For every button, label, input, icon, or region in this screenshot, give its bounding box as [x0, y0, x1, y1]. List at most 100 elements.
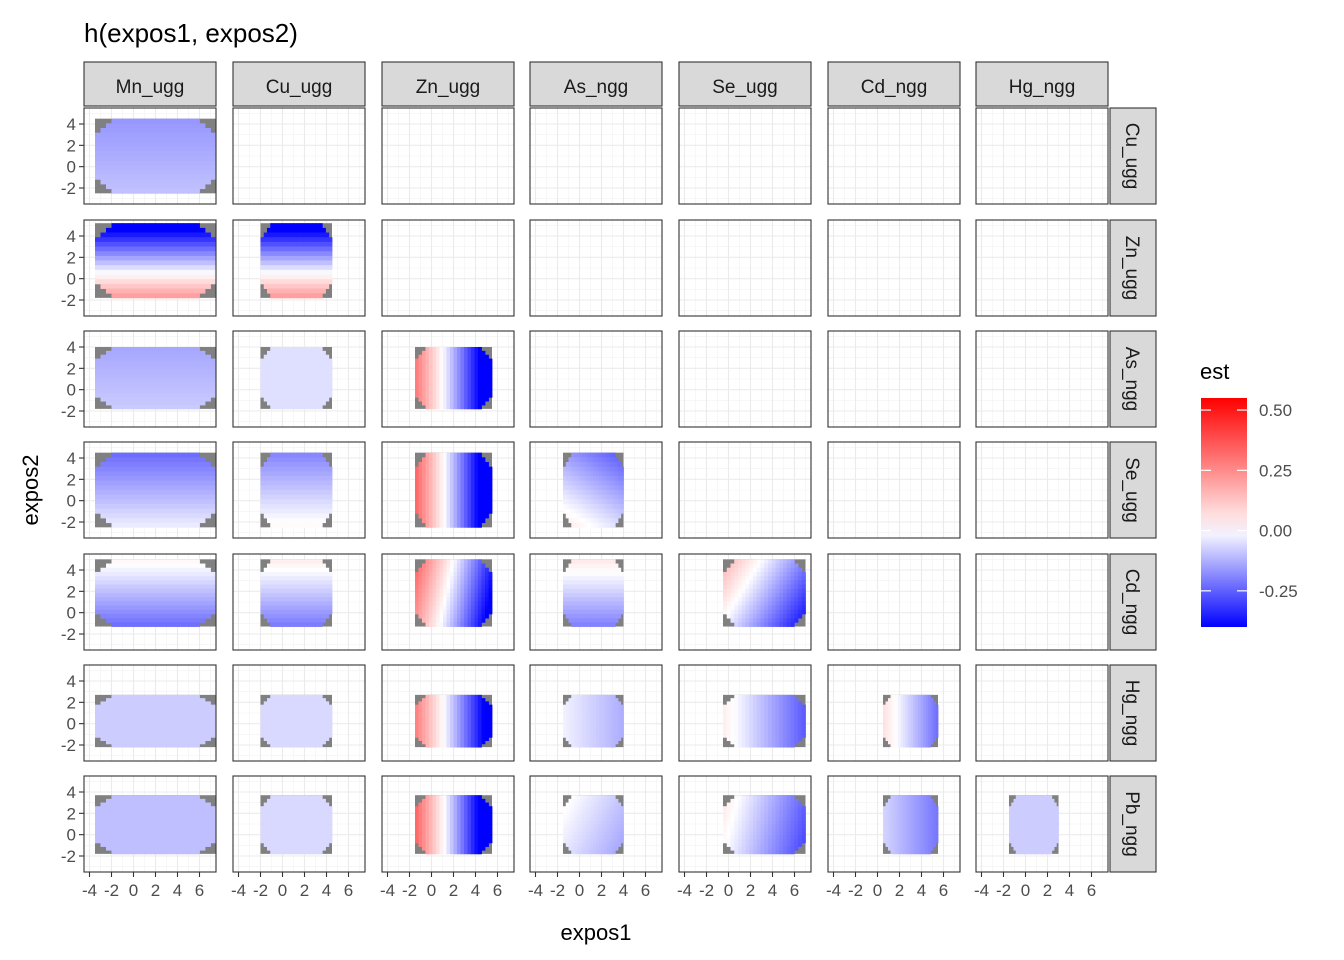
heatmap-cell: [144, 518, 151, 524]
heatmap-cell: [183, 377, 189, 383]
heatmap-cell: [183, 232, 189, 238]
heatmap-cell: [199, 490, 206, 496]
heatmap-cell: [133, 366, 140, 371]
heatmap-cell: [117, 288, 123, 294]
heatmap-cell: [322, 518, 326, 524]
heatmap-cell: [111, 366, 118, 371]
heatmap-cell: [296, 293, 300, 299]
heatmap-cell: [425, 597, 430, 602]
heatmap-cell: [273, 466, 278, 472]
heatmap-cell: [106, 567, 112, 573]
heatmap-cell: [128, 584, 134, 590]
heatmap-cell: [322, 571, 326, 577]
heatmap-cell: [273, 381, 278, 387]
heatmap-cell: [128, 366, 134, 371]
heatmap-cell: [612, 518, 616, 524]
heatmap-cell: [322, 490, 326, 496]
heatmap-cell: [604, 471, 608, 477]
heatmap-cell: [429, 374, 433, 379]
heatmap-cell: [286, 522, 291, 528]
heatmap-cell: [585, 462, 589, 468]
heatmap-cell: [464, 401, 468, 406]
heatmap-cell: [183, 494, 189, 500]
heatmap-cell: [155, 499, 162, 505]
heatmap-cell: [302, 393, 307, 398]
heatmap-cell: [299, 279, 304, 285]
heatmap-cell: [270, 358, 274, 363]
heatmap-cell: [443, 401, 447, 406]
heatmap-cell: [100, 601, 107, 606]
heatmap-cell: [283, 237, 287, 243]
heatmap-cell: [133, 622, 140, 627]
heatmap-cell: [286, 567, 291, 573]
heatmap-cell: [177, 146, 184, 152]
heatmap-cell: [166, 232, 173, 238]
heatmap-cell: [585, 504, 589, 510]
heatmap-cell: [568, 499, 572, 505]
heatmap-cell: [571, 522, 575, 528]
heatmap-cell: [439, 480, 444, 486]
heatmap-cell: [267, 237, 271, 243]
heatmap-cell: [457, 476, 461, 482]
heatmap-cell: [446, 480, 451, 486]
heatmap-cell: [612, 462, 616, 468]
heatmap-cell: [260, 592, 265, 598]
heatmap-cell: [464, 567, 468, 573]
heatmap-cell: [276, 494, 281, 500]
heatmap-cell: [100, 146, 107, 152]
heatmap-cell: [443, 362, 447, 367]
heatmap-cell: [432, 522, 437, 528]
heatmap-cell: [436, 601, 440, 606]
heatmap-cell: [100, 251, 107, 257]
heatmap-cell: [144, 227, 151, 233]
heatmap-cell: [155, 601, 162, 606]
heatmap-cell: [415, 490, 419, 496]
heatmap-cell: [194, 283, 200, 289]
heatmap-cell: [457, 609, 461, 615]
heatmap-cell: [276, 622, 281, 627]
heatmap-cell: [306, 504, 310, 510]
heatmap-cell: [166, 142, 173, 148]
heatmap-cell: [188, 480, 195, 486]
heatmap-cell: [177, 123, 184, 129]
heatmap-cell: [111, 567, 118, 573]
heatmap-cell: [443, 397, 447, 402]
heatmap-cell: [128, 374, 134, 379]
heatmap-cell: [328, 476, 333, 482]
heatmap-cell: [210, 241, 217, 247]
heatmap-cell: [563, 471, 567, 477]
heatmap-cell: [194, 118, 200, 124]
heatmap-cell: [166, 397, 173, 402]
heatmap-cell: [144, 508, 151, 514]
heatmap-cell: [273, 471, 278, 477]
heatmap-cell: [106, 457, 112, 463]
heatmap-cell: [122, 592, 129, 598]
heatmap-cell: [474, 576, 479, 581]
heatmap-cell: [139, 494, 145, 500]
heatmap-cell: [443, 377, 447, 383]
heatmap-cell: [312, 347, 317, 352]
heatmap-cell: [422, 597, 426, 602]
heatmap-cell: [325, 397, 330, 402]
heatmap-cell: [319, 504, 323, 510]
heatmap-cell: [296, 223, 300, 229]
panel-grid: [976, 442, 1108, 538]
heatmap-cell: [299, 366, 304, 371]
heatmap-cell: [122, 293, 129, 299]
heatmap-cell: [590, 508, 594, 514]
heatmap-cell: [133, 466, 140, 472]
heatmap-cell: [210, 490, 217, 496]
heatmap-cell: [322, 279, 326, 285]
heatmap-cell: [177, 504, 184, 510]
heatmap-cell: [309, 499, 313, 505]
heatmap-cell: [325, 597, 330, 602]
heatmap-cell: [177, 563, 184, 569]
heatmap-cell: [111, 576, 118, 581]
heatmap-cell: [133, 490, 140, 496]
heatmap-cell: [161, 584, 167, 590]
heatmap-cell: [471, 485, 475, 491]
heatmap-cell: [309, 251, 313, 257]
heatmap-cell: [485, 377, 489, 383]
heatmap-cell: [474, 452, 479, 458]
heatmap-cell: [122, 347, 129, 352]
